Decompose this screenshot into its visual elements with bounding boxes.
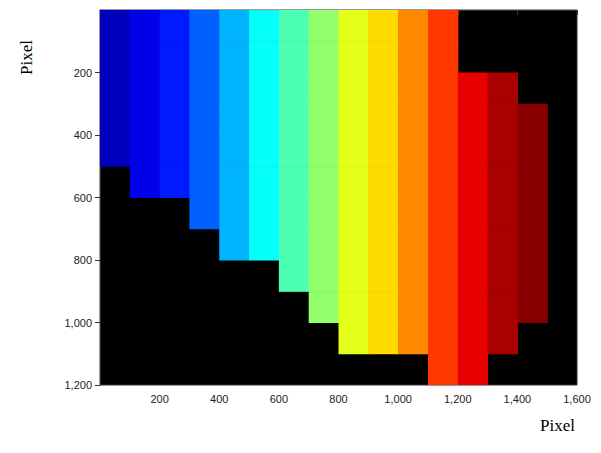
svg-text:Pixel: Pixel — [540, 416, 575, 435]
svg-text:600: 600 — [74, 192, 92, 204]
svg-text:400: 400 — [210, 393, 228, 405]
svg-text:800: 800 — [329, 393, 347, 405]
svg-text:200: 200 — [150, 393, 168, 405]
svg-text:200: 200 — [74, 67, 92, 79]
svg-text:Pixel: Pixel — [17, 40, 36, 75]
svg-text:1,200: 1,200 — [444, 393, 472, 405]
svg-text:1,600: 1,600 — [563, 393, 591, 405]
svg-text:800: 800 — [74, 254, 92, 266]
svg-text:1,000: 1,000 — [384, 393, 412, 405]
svg-text:1,000: 1,000 — [64, 317, 92, 329]
svg-text:400: 400 — [74, 129, 92, 141]
svg-text:1,400: 1,400 — [504, 393, 532, 405]
svg-text:600: 600 — [270, 393, 288, 405]
svg-text:1,200: 1,200 — [64, 379, 92, 391]
